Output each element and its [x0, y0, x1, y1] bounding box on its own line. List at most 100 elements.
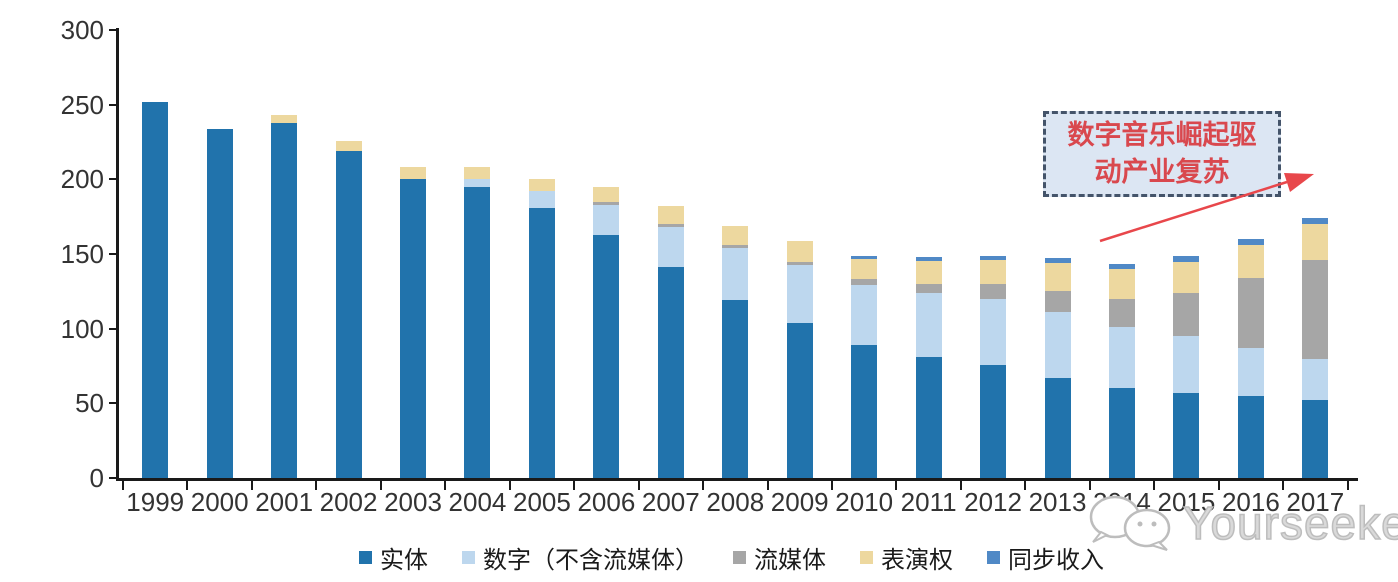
bar-segment-实体 — [1108, 388, 1135, 478]
bar-segment-表演权 — [1302, 224, 1329, 260]
y-tick — [109, 29, 117, 31]
x-tick-label-2015: 2015 — [1157, 487, 1216, 517]
y-tick-label: 300 — [60, 15, 104, 45]
bar-2014 — [1108, 264, 1135, 478]
bar-segment-流媒体 — [915, 283, 942, 293]
x-tick-label-2004: 2004 — [448, 487, 507, 517]
x-tick-label-2011: 2011 — [900, 487, 957, 517]
bar-2005 — [528, 179, 555, 478]
bar-segment-实体 — [722, 300, 749, 478]
legend-item-表演权: 表演权 — [860, 540, 953, 575]
bar-segment-表演权 — [722, 225, 749, 246]
x-tick — [1217, 481, 1220, 490]
x-tick — [315, 481, 318, 490]
annotation-callout: 数字音乐崛起驱 动产业复苏 — [1043, 111, 1281, 197]
x-tick-label-2006: 2006 — [577, 487, 636, 517]
bar-segment-实体 — [593, 234, 620, 478]
legend-swatch — [462, 551, 475, 564]
legend-item-实体: 实体 — [359, 540, 428, 575]
annotation-text-line1: 数字音乐崛起驱 — [1067, 120, 1257, 151]
x-tick — [122, 481, 124, 490]
x-tick — [186, 481, 189, 490]
legend-swatch — [733, 551, 746, 564]
bar-2004 — [464, 167, 491, 478]
bar-segment-实体 — [786, 322, 813, 478]
x-tick-label-2001: 2001 — [255, 487, 314, 517]
bar-segment-流媒体 — [722, 245, 749, 249]
bar-segment-数字（不含流媒体） — [528, 191, 555, 208]
x-tick — [1282, 481, 1285, 490]
bar-2012 — [980, 255, 1007, 478]
bar-segment-数字（不含流媒体） — [1173, 336, 1200, 393]
watermark-text: Yourseeker — [1182, 496, 1398, 550]
bar-segment-表演权 — [786, 240, 813, 262]
bar-2009 — [786, 240, 813, 478]
y-axis-line — [116, 28, 119, 481]
x-tick — [702, 481, 705, 490]
x-tick — [1088, 481, 1091, 490]
bar-segment-同步收入 — [1302, 218, 1329, 225]
bar-segment-表演权 — [657, 206, 684, 225]
legend-item-流媒体: 流媒体 — [733, 540, 826, 575]
x-tick — [1153, 481, 1156, 490]
bar-2006 — [593, 186, 620, 478]
x-tick-label-2007: 2007 — [641, 487, 700, 517]
bar-segment-数字（不含流媒体） — [722, 248, 749, 301]
legend-item-数字（不含流媒体）: 数字（不含流媒体） — [462, 540, 699, 575]
bar-segment-表演权 — [1173, 261, 1200, 293]
legend-label: 数字（不含流媒体） — [483, 546, 699, 574]
bar-segment-流媒体 — [1237, 277, 1264, 349]
bar-2001 — [271, 115, 298, 478]
x-tick — [508, 481, 511, 490]
bar-2002 — [335, 140, 362, 478]
x-tick-label-2012: 2012 — [964, 487, 1022, 517]
x-tick-label-2010: 2010 — [835, 487, 894, 517]
bar-segment-流媒体 — [980, 283, 1007, 299]
x-tick-label-2003: 2003 — [384, 487, 442, 517]
bar-segment-流媒体 — [1108, 298, 1135, 328]
y-tick-label: 200 — [60, 164, 104, 195]
bar-segment-数字（不含流媒体） — [1237, 348, 1264, 396]
bar-1999 — [142, 101, 169, 478]
y-tick-label: 100 — [60, 313, 104, 344]
bar-segment-数字（不含流媒体） — [915, 292, 942, 357]
x-tick-label-2009: 2009 — [770, 487, 829, 517]
bar-segment-表演权 — [980, 260, 1007, 284]
bar-segment-数字（不含流媒体） — [1108, 327, 1135, 389]
x-tick-label-2013: 2013 — [1028, 487, 1087, 517]
x-tick — [637, 481, 640, 490]
bar-segment-流媒体 — [657, 224, 684, 228]
bar-segment-表演权 — [528, 179, 555, 192]
x-tick — [379, 481, 382, 490]
bar-segment-实体 — [915, 357, 942, 478]
bar-2007 — [657, 206, 684, 478]
x-axis-line — [116, 478, 1358, 481]
bar-segment-数字（不含流媒体） — [464, 179, 491, 187]
x-tick — [830, 481, 833, 490]
x-tick — [959, 481, 962, 490]
bar-segment-流媒体 — [851, 279, 878, 286]
bar-segment-实体 — [335, 151, 362, 478]
legend-label: 实体 — [380, 546, 428, 574]
x-tick — [444, 481, 447, 490]
bar-segment-同步收入 — [1173, 255, 1200, 262]
bar-2016 — [1237, 239, 1264, 478]
bar-2017 — [1302, 218, 1329, 478]
bar-segment-实体 — [851, 345, 878, 478]
y-tick — [109, 253, 117, 255]
y-tick-label: 50 — [75, 388, 104, 419]
bar-segment-数字（不含流媒体） — [657, 227, 684, 268]
x-tick-label-2016: 2016 — [1221, 487, 1280, 517]
wechat-icon — [1089, 495, 1171, 551]
bar-segment-实体 — [206, 128, 233, 478]
x-tick-label-2017: 2017 — [1286, 487, 1345, 517]
y-tick-label: 0 — [89, 463, 104, 493]
x-tick — [895, 481, 898, 490]
bar-2008 — [722, 225, 749, 478]
bar-segment-表演权 — [1237, 245, 1264, 278]
x-tick — [766, 481, 769, 490]
bar-segment-数字（不含流媒体） — [851, 285, 878, 346]
bar-segment-实体 — [1044, 377, 1071, 478]
bar-segment-实体 — [464, 186, 491, 478]
